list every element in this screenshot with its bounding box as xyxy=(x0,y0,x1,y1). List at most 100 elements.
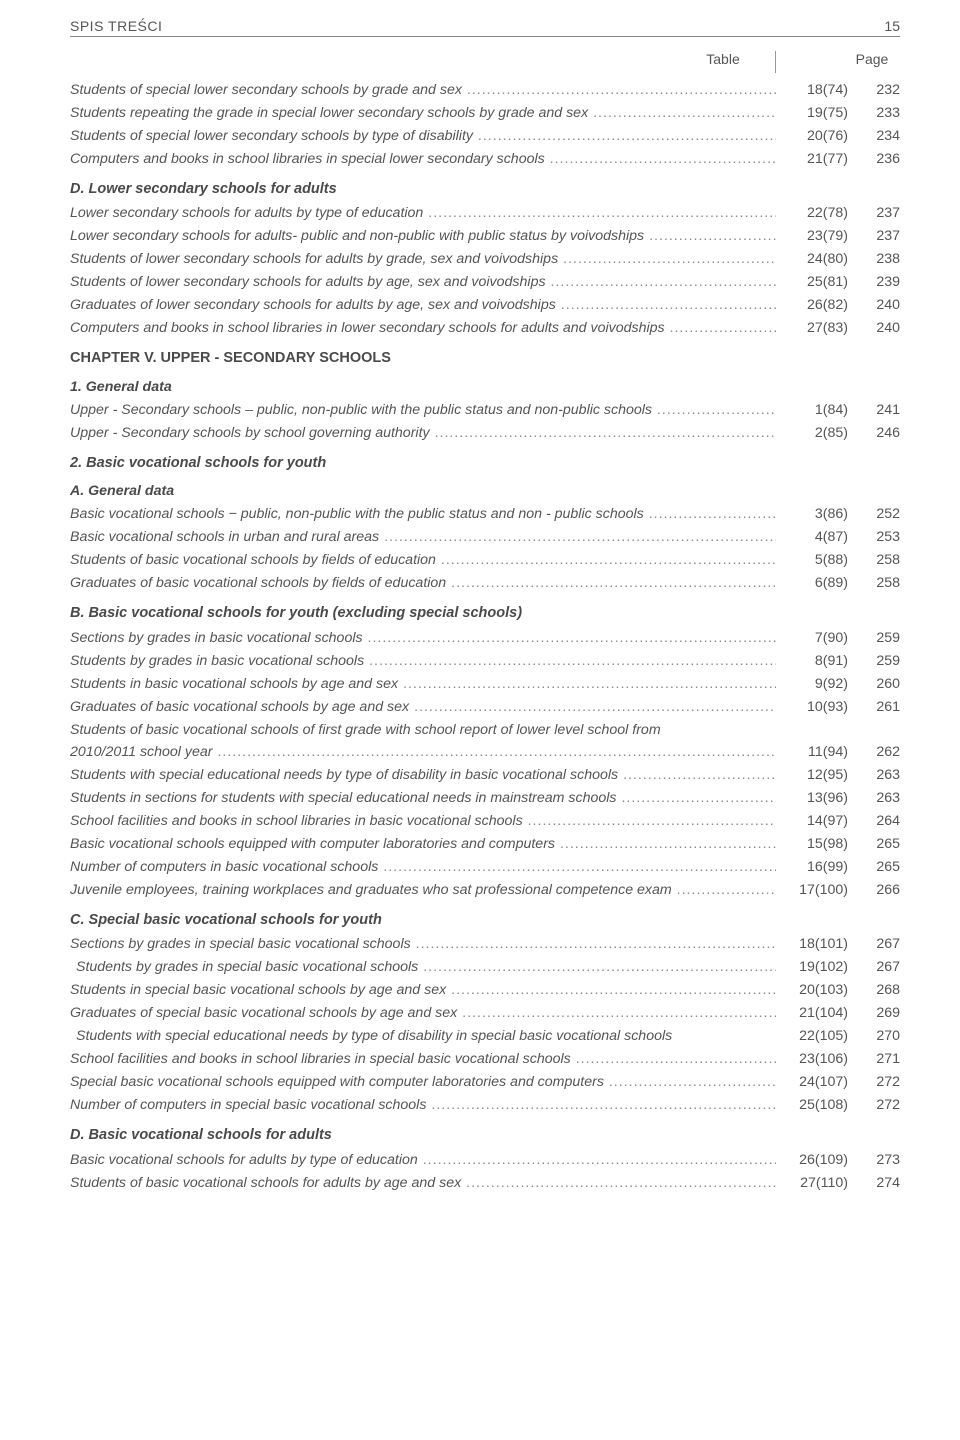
toc-table-number: 20(76) xyxy=(776,125,856,147)
toc-table-number: 15(98) xyxy=(776,833,856,855)
toc-row: Students in sections for students with s… xyxy=(70,787,900,809)
toc-row: Graduates of basic vocational schools by… xyxy=(70,572,900,594)
toc-row: Sections by grades in basic vocational s… xyxy=(70,627,900,649)
toc-page-number: 266 xyxy=(856,879,900,901)
toc-label: Computers and books in school libraries … xyxy=(70,317,776,339)
toc-label: Students of basic vocational schools for… xyxy=(70,1172,776,1194)
toc-page-number: 232 xyxy=(856,79,900,101)
toc-table-number: 8(91) xyxy=(776,650,856,672)
toc-label: Students of special lower secondary scho… xyxy=(70,125,776,147)
toc-row: Students in basic vocational schools by … xyxy=(70,673,900,695)
toc-page-number: 270 xyxy=(856,1025,900,1047)
toc-label: Students of special lower secondary scho… xyxy=(70,79,776,101)
toc-row: Students of basic vocational schools by … xyxy=(70,549,900,571)
toc-label: Students of basic vocational schools by … xyxy=(70,549,776,571)
section-heading: B. Basic vocational schools for youth (e… xyxy=(70,602,900,624)
toc-row: Students of basic vocational schools for… xyxy=(70,1172,900,1194)
toc-page-number: 234 xyxy=(856,125,900,147)
section-subheading: 1. General data xyxy=(70,376,900,398)
table-of-contents: Students of special lower secondary scho… xyxy=(70,79,900,1194)
toc-page-number: 237 xyxy=(856,202,900,224)
page: SPIS TREŚCI 15 Table Page Students of sp… xyxy=(0,0,960,1225)
header-title: SPIS TREŚCI xyxy=(70,18,162,34)
section-heading: D. Basic vocational schools for adults xyxy=(70,1124,900,1146)
toc-label-line1: Students of basic vocational schools of … xyxy=(70,719,900,741)
toc-table-number: 5(88) xyxy=(776,549,856,571)
toc-label: Basic vocational schools equipped with c… xyxy=(70,833,776,855)
toc-table-number: 1(84) xyxy=(776,399,856,421)
toc-table-number: 19(75) xyxy=(776,102,856,124)
toc-label: Juvenile employees, training workplaces … xyxy=(70,879,776,901)
toc-table-number: 27(110) xyxy=(776,1172,856,1194)
toc-label: Students in basic vocational schools by … xyxy=(70,673,776,695)
toc-label: Students repeating the grade in special … xyxy=(70,102,776,124)
toc-row: Lower secondary schools for adults- publ… xyxy=(70,225,900,247)
toc-page-number: 273 xyxy=(856,1149,900,1171)
toc-row: Students of special lower secondary scho… xyxy=(70,125,900,147)
toc-row: Graduates of basic vocational schools by… xyxy=(70,696,900,718)
toc-table-number: 24(107) xyxy=(776,1071,856,1093)
toc-table-number: 10(93) xyxy=(776,696,856,718)
toc-table-number: 11(94) xyxy=(776,741,856,763)
header-page-number: 15 xyxy=(884,18,900,34)
toc-table-number: 7(90) xyxy=(776,627,856,649)
toc-table-number: 6(89) xyxy=(776,572,856,594)
toc-table-number: 25(108) xyxy=(776,1094,856,1116)
toc-table-number: 3(86) xyxy=(776,503,856,525)
toc-label: Basic vocational schools − public, non-p… xyxy=(70,503,776,525)
toc-label: Number of computers in special basic voc… xyxy=(70,1094,776,1116)
toc-row: Students of lower secondary schools for … xyxy=(70,248,900,270)
toc-label: Basic vocational schools in urban and ru… xyxy=(70,526,776,548)
col-divider xyxy=(775,51,820,73)
section-heading: 2. Basic vocational schools for youth xyxy=(70,452,900,474)
toc-page-number: 272 xyxy=(856,1094,900,1116)
toc-label: Sections by grades in special basic voca… xyxy=(70,933,776,955)
toc-table-number: 25(81) xyxy=(776,271,856,293)
toc-page-number: 240 xyxy=(856,294,900,316)
toc-page-number: 241 xyxy=(856,399,900,421)
toc-table-number: 18(74) xyxy=(776,79,856,101)
toc-row: Upper - Secondary schools by school gove… xyxy=(70,422,900,444)
toc-table-number: 24(80) xyxy=(776,248,856,270)
toc-table-number: 26(109) xyxy=(776,1149,856,1171)
toc-table-number: 9(92) xyxy=(776,673,856,695)
toc-table-number: 21(77) xyxy=(776,148,856,170)
toc-table-number: 20(103) xyxy=(776,979,856,1001)
toc-page-number: 239 xyxy=(856,271,900,293)
toc-label: Basic vocational schools for adults by t… xyxy=(70,1149,776,1171)
toc-table-number: 23(106) xyxy=(776,1048,856,1070)
toc-label: School facilities and books in school li… xyxy=(70,1048,776,1070)
section-subheading: A. General data xyxy=(70,480,900,502)
toc-table-number: 2(85) xyxy=(776,422,856,444)
toc-page-number: 238 xyxy=(856,248,900,270)
toc-label: Students of lower secondary schools for … xyxy=(70,271,776,293)
toc-table-number: 22(78) xyxy=(776,202,856,224)
toc-row: Students by grades in special basic voca… xyxy=(70,956,900,978)
toc-page-number: 274 xyxy=(856,1172,900,1194)
toc-label: Students with special educational needs … xyxy=(70,1025,776,1047)
toc-page-number: 260 xyxy=(856,673,900,695)
toc-page-number: 236 xyxy=(856,148,900,170)
toc-page-number: 267 xyxy=(856,933,900,955)
toc-row: Graduates of lower secondary schools for… xyxy=(70,294,900,316)
toc-page-number: 269 xyxy=(856,1002,900,1024)
running-header: SPIS TREŚCI 15 xyxy=(70,18,900,37)
toc-row: Juvenile employees, training workplaces … xyxy=(70,879,900,901)
toc-page-number: 272 xyxy=(856,1071,900,1093)
toc-table-number: 13(96) xyxy=(776,787,856,809)
toc-row: Students with special educational needs … xyxy=(70,764,900,786)
toc-row: Basic vocational schools for adults by t… xyxy=(70,1149,900,1171)
toc-table-number: 12(95) xyxy=(776,764,856,786)
toc-page-number: 267 xyxy=(856,956,900,978)
toc-page-number: 237 xyxy=(856,225,900,247)
col-page-label: Page xyxy=(850,51,894,73)
toc-row: Students in special basic vocational sch… xyxy=(70,979,900,1001)
section-heading: C. Special basic vocational schools for … xyxy=(70,909,900,931)
toc-row: Number of computers in special basic voc… xyxy=(70,1094,900,1116)
toc-label: Lower secondary schools for adults by ty… xyxy=(70,202,776,224)
toc-table-number: 26(82) xyxy=(776,294,856,316)
toc-table-number: 14(97) xyxy=(776,810,856,832)
toc-row: Students repeating the grade in special … xyxy=(70,102,900,124)
toc-row: Special basic vocational schools equippe… xyxy=(70,1071,900,1093)
toc-row: Students by grades in basic vocational s… xyxy=(70,650,900,672)
